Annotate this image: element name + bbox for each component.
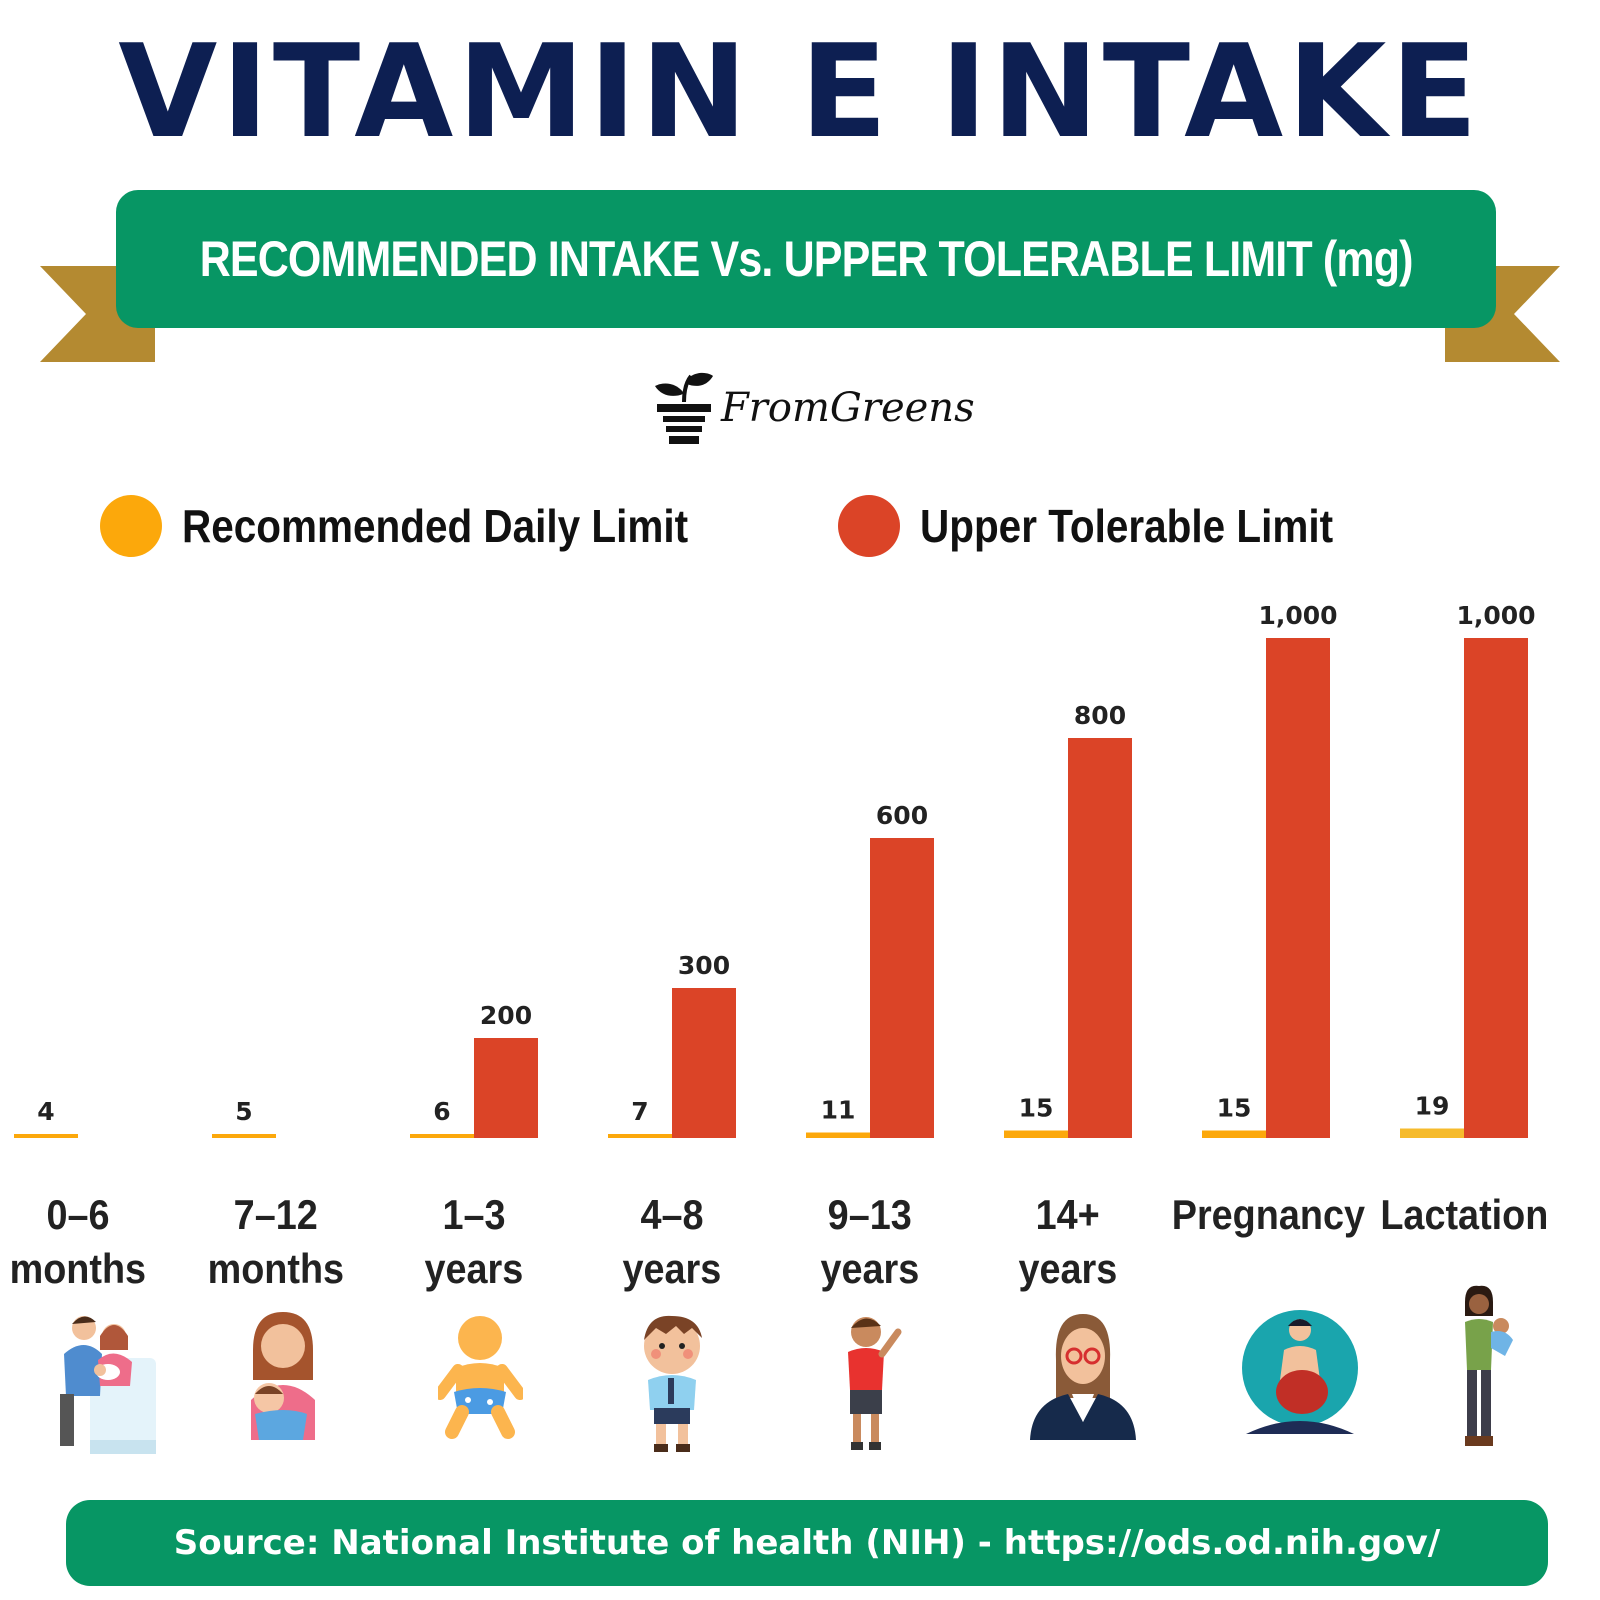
infant-icon: [438, 1316, 523, 1439]
value-label-upper-4: 600: [876, 801, 928, 830]
value-label-upper-2: 200: [480, 1001, 532, 1030]
legend-upper-label: Upper Tolerable Limit: [920, 500, 1334, 552]
mother-carrying-baby-icon: [1465, 1285, 1513, 1446]
bar-recommended-6: [1202, 1130, 1266, 1138]
category-label-line: months: [9, 1245, 147, 1292]
legend-recommended-label: Recommended Daily Limit: [182, 500, 689, 552]
value-label-recommended-2: 6: [433, 1097, 450, 1126]
value-label-upper-7: 1,000: [1456, 601, 1535, 630]
brand-name: FromGreens: [721, 385, 975, 431]
legend-recommended: Recommended Daily Limit: [100, 495, 757, 557]
value-label-recommended-7: 19: [1415, 1092, 1450, 1121]
category-label-line: years: [622, 1245, 722, 1292]
legend-recommended-swatch: [100, 495, 162, 557]
category-label-0: 0–6 months: [0, 1188, 183, 1296]
bar-upper-7: [1464, 638, 1528, 1138]
schoolboy-icon: [644, 1315, 702, 1452]
source-text: Source: National Institute of health (NI…: [173, 1523, 1441, 1563]
pregnant-woman-icon: [1242, 1310, 1358, 1434]
category-label-line: years: [1018, 1245, 1118, 1292]
category-label-line: years: [820, 1245, 920, 1292]
category-label-1: 7–12 months: [171, 1188, 381, 1296]
bar-recommended-1: [212, 1134, 276, 1138]
category-label-line: 4–8: [640, 1191, 704, 1238]
bar-chart: 4 5 6 200 7 300 11 600 15 800 15 1,000 19 1,000: [14, 601, 1536, 1138]
category-label-3: 4–8 years: [567, 1188, 777, 1296]
page-title: VITAMIN E INTAKE: [118, 18, 1482, 167]
category-label-7: Lactation: [1359, 1188, 1569, 1242]
category-label-5: 14+ years: [963, 1188, 1173, 1296]
legend-upper-swatch: [838, 495, 900, 557]
category-label-line: Lactation: [1379, 1191, 1549, 1238]
category-label-line: 0–6: [46, 1191, 110, 1238]
family-with-newborn-icon: [60, 1316, 156, 1454]
value-label-upper-3: 300: [678, 951, 730, 980]
value-label-recommended-0: 4: [37, 1097, 54, 1126]
value-label-upper-6: 1,000: [1258, 601, 1337, 630]
plant-pot-icon: [655, 372, 713, 444]
category-label-line: 7–12: [233, 1191, 319, 1238]
category-label-line: 1–3: [442, 1191, 506, 1238]
bar-upper-5: [1068, 738, 1132, 1138]
adult-woman-icon: [1030, 1314, 1136, 1440]
source-banner: Source: National Institute of health (NI…: [66, 1500, 1548, 1586]
category-label-2: 1–3 years: [369, 1188, 579, 1296]
category-label-line: years: [424, 1245, 524, 1292]
value-label-recommended-5: 15: [1019, 1094, 1054, 1123]
bar-recommended-7: [1400, 1128, 1464, 1138]
bar-recommended-4: [806, 1132, 870, 1138]
bar-recommended-2: [410, 1134, 474, 1138]
mother-holding-baby-icon: [251, 1312, 315, 1440]
value-label-upper-5: 800: [1074, 701, 1126, 730]
legend-upper: Upper Tolerable Limit: [838, 495, 1389, 557]
value-label-recommended-4: 11: [821, 1096, 856, 1125]
value-label-recommended-1: 5: [235, 1097, 252, 1126]
category-label-line: Pregnancy: [1171, 1191, 1366, 1238]
bar-recommended-0: [14, 1134, 78, 1138]
subtitle-banner: RECOMMENDED INTAKE Vs. UPPER TOLERABLE L…: [116, 190, 1496, 328]
brand-logo: FromGreens: [655, 368, 975, 448]
category-label-line: 14+: [1035, 1191, 1101, 1238]
bar-recommended-5: [1004, 1130, 1068, 1138]
subtitle: RECOMMENDED INTAKE Vs. UPPER TOLERABLE L…: [199, 231, 1414, 287]
value-label-recommended-6: 15: [1217, 1094, 1252, 1123]
category-label-4: 9–13 years: [765, 1188, 975, 1296]
category-label-6: Pregnancy: [1161, 1188, 1371, 1242]
bar-upper-3: [672, 988, 736, 1138]
value-label-recommended-3: 7: [631, 1097, 648, 1126]
bar-upper-2: [474, 1038, 538, 1138]
waving-child-icon: [848, 1317, 902, 1450]
bar-upper-6: [1266, 638, 1330, 1138]
bar-upper-4: [870, 838, 934, 1138]
category-label-line: 9–13: [827, 1191, 913, 1238]
bar-recommended-3: [608, 1134, 672, 1138]
category-label-line: months: [207, 1245, 345, 1292]
